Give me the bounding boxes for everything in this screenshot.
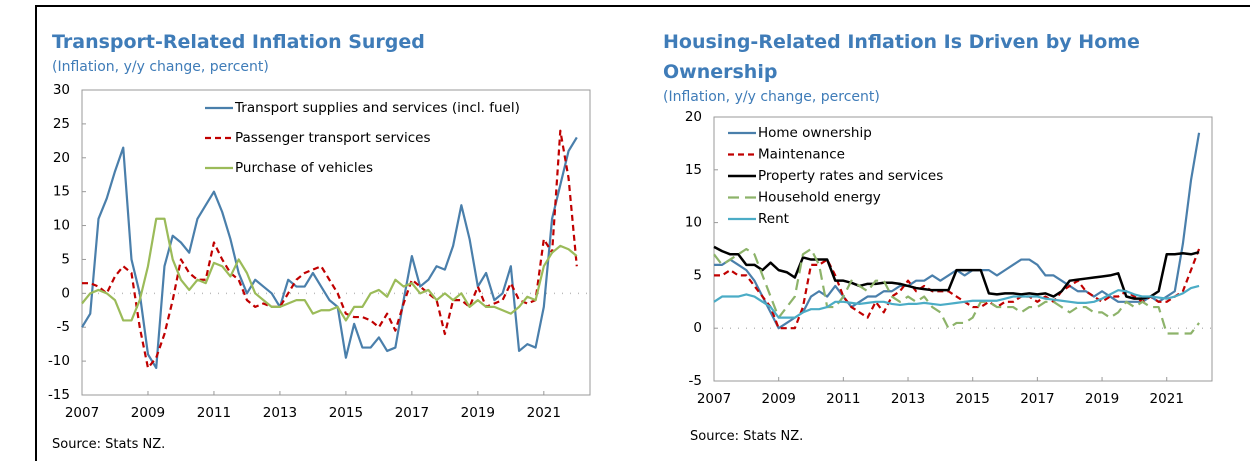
series-line [713, 245, 1200, 300]
x-tick-label: 2007 [65, 405, 99, 421]
x-tick-label: 2009 [131, 405, 165, 421]
y-tick-label: 30 [53, 82, 70, 98]
y-tick-label: 0 [693, 320, 702, 336]
y-tick-label: -5 [689, 373, 702, 389]
legend-label: Home ownership [758, 125, 872, 141]
y-tick-label: 25 [53, 116, 70, 132]
x-tick-label: 2011 [826, 391, 860, 407]
x-tick-label: 2009 [761, 391, 795, 407]
series-line [713, 284, 1200, 319]
y-tick-label: 20 [53, 150, 70, 166]
y-tick-label: 15 [685, 162, 702, 178]
x-tick-label: 2013 [891, 391, 925, 407]
source-note: Source: Stats NZ. [690, 429, 804, 444]
x-tick-label: 2007 [697, 391, 731, 407]
y-tick-label: 10 [53, 218, 70, 234]
y-tick-label: 15 [53, 184, 70, 200]
series-line [81, 217, 578, 322]
series-line [713, 247, 1200, 335]
x-tick-label: 2017 [395, 405, 429, 421]
chart-subtitle: (Inflation, y/y change, percent) [663, 89, 880, 105]
plot-area [713, 116, 1213, 382]
source-note: Source: Stats NZ. [52, 437, 166, 452]
legend-label: Property rates and services [758, 168, 943, 184]
legend-label: Household energy [758, 190, 881, 206]
legend-label: Transport supplies and services (incl. f… [234, 100, 520, 116]
x-tick-label: 2019 [1085, 391, 1119, 407]
y-tick-label: -15 [48, 387, 70, 403]
y-tick-label: 5 [61, 251, 70, 267]
x-tick-label: 2015 [329, 405, 363, 421]
x-tick-label: 2019 [461, 405, 495, 421]
y-tick-label: 10 [685, 215, 702, 231]
x-tick-label: 2021 [1150, 391, 1184, 407]
series-line [81, 136, 578, 369]
legend-label: Purchase of vehicles [235, 160, 373, 176]
y-tick-label: -10 [48, 353, 70, 369]
x-tick-label: 2013 [263, 405, 297, 421]
series-line [82, 129, 578, 369]
x-tick-label: 2015 [956, 391, 990, 407]
y-tick-label: 5 [693, 267, 702, 283]
legend-label: Maintenance [758, 147, 845, 163]
y-tick-label: 0 [61, 285, 70, 301]
chart-title: Transport-Related Inflation Surged [52, 31, 425, 53]
chart-subtitle: (Inflation, y/y change, percent) [52, 59, 269, 75]
x-tick-label: 2017 [1020, 391, 1054, 407]
x-tick-label: 2021 [527, 405, 561, 421]
legend-label: Rent [758, 211, 789, 227]
series-line [714, 248, 1201, 330]
y-tick-label: -5 [57, 319, 70, 335]
y-tick-label: 20 [685, 109, 702, 125]
x-tick-label: 2011 [197, 405, 231, 421]
frame [35, 5, 1250, 461]
plot-area [81, 89, 591, 396]
chart-title: Housing-Related Inflation Is Driven by H… [663, 31, 1140, 83]
legend-label: Passenger transport services [235, 130, 431, 146]
